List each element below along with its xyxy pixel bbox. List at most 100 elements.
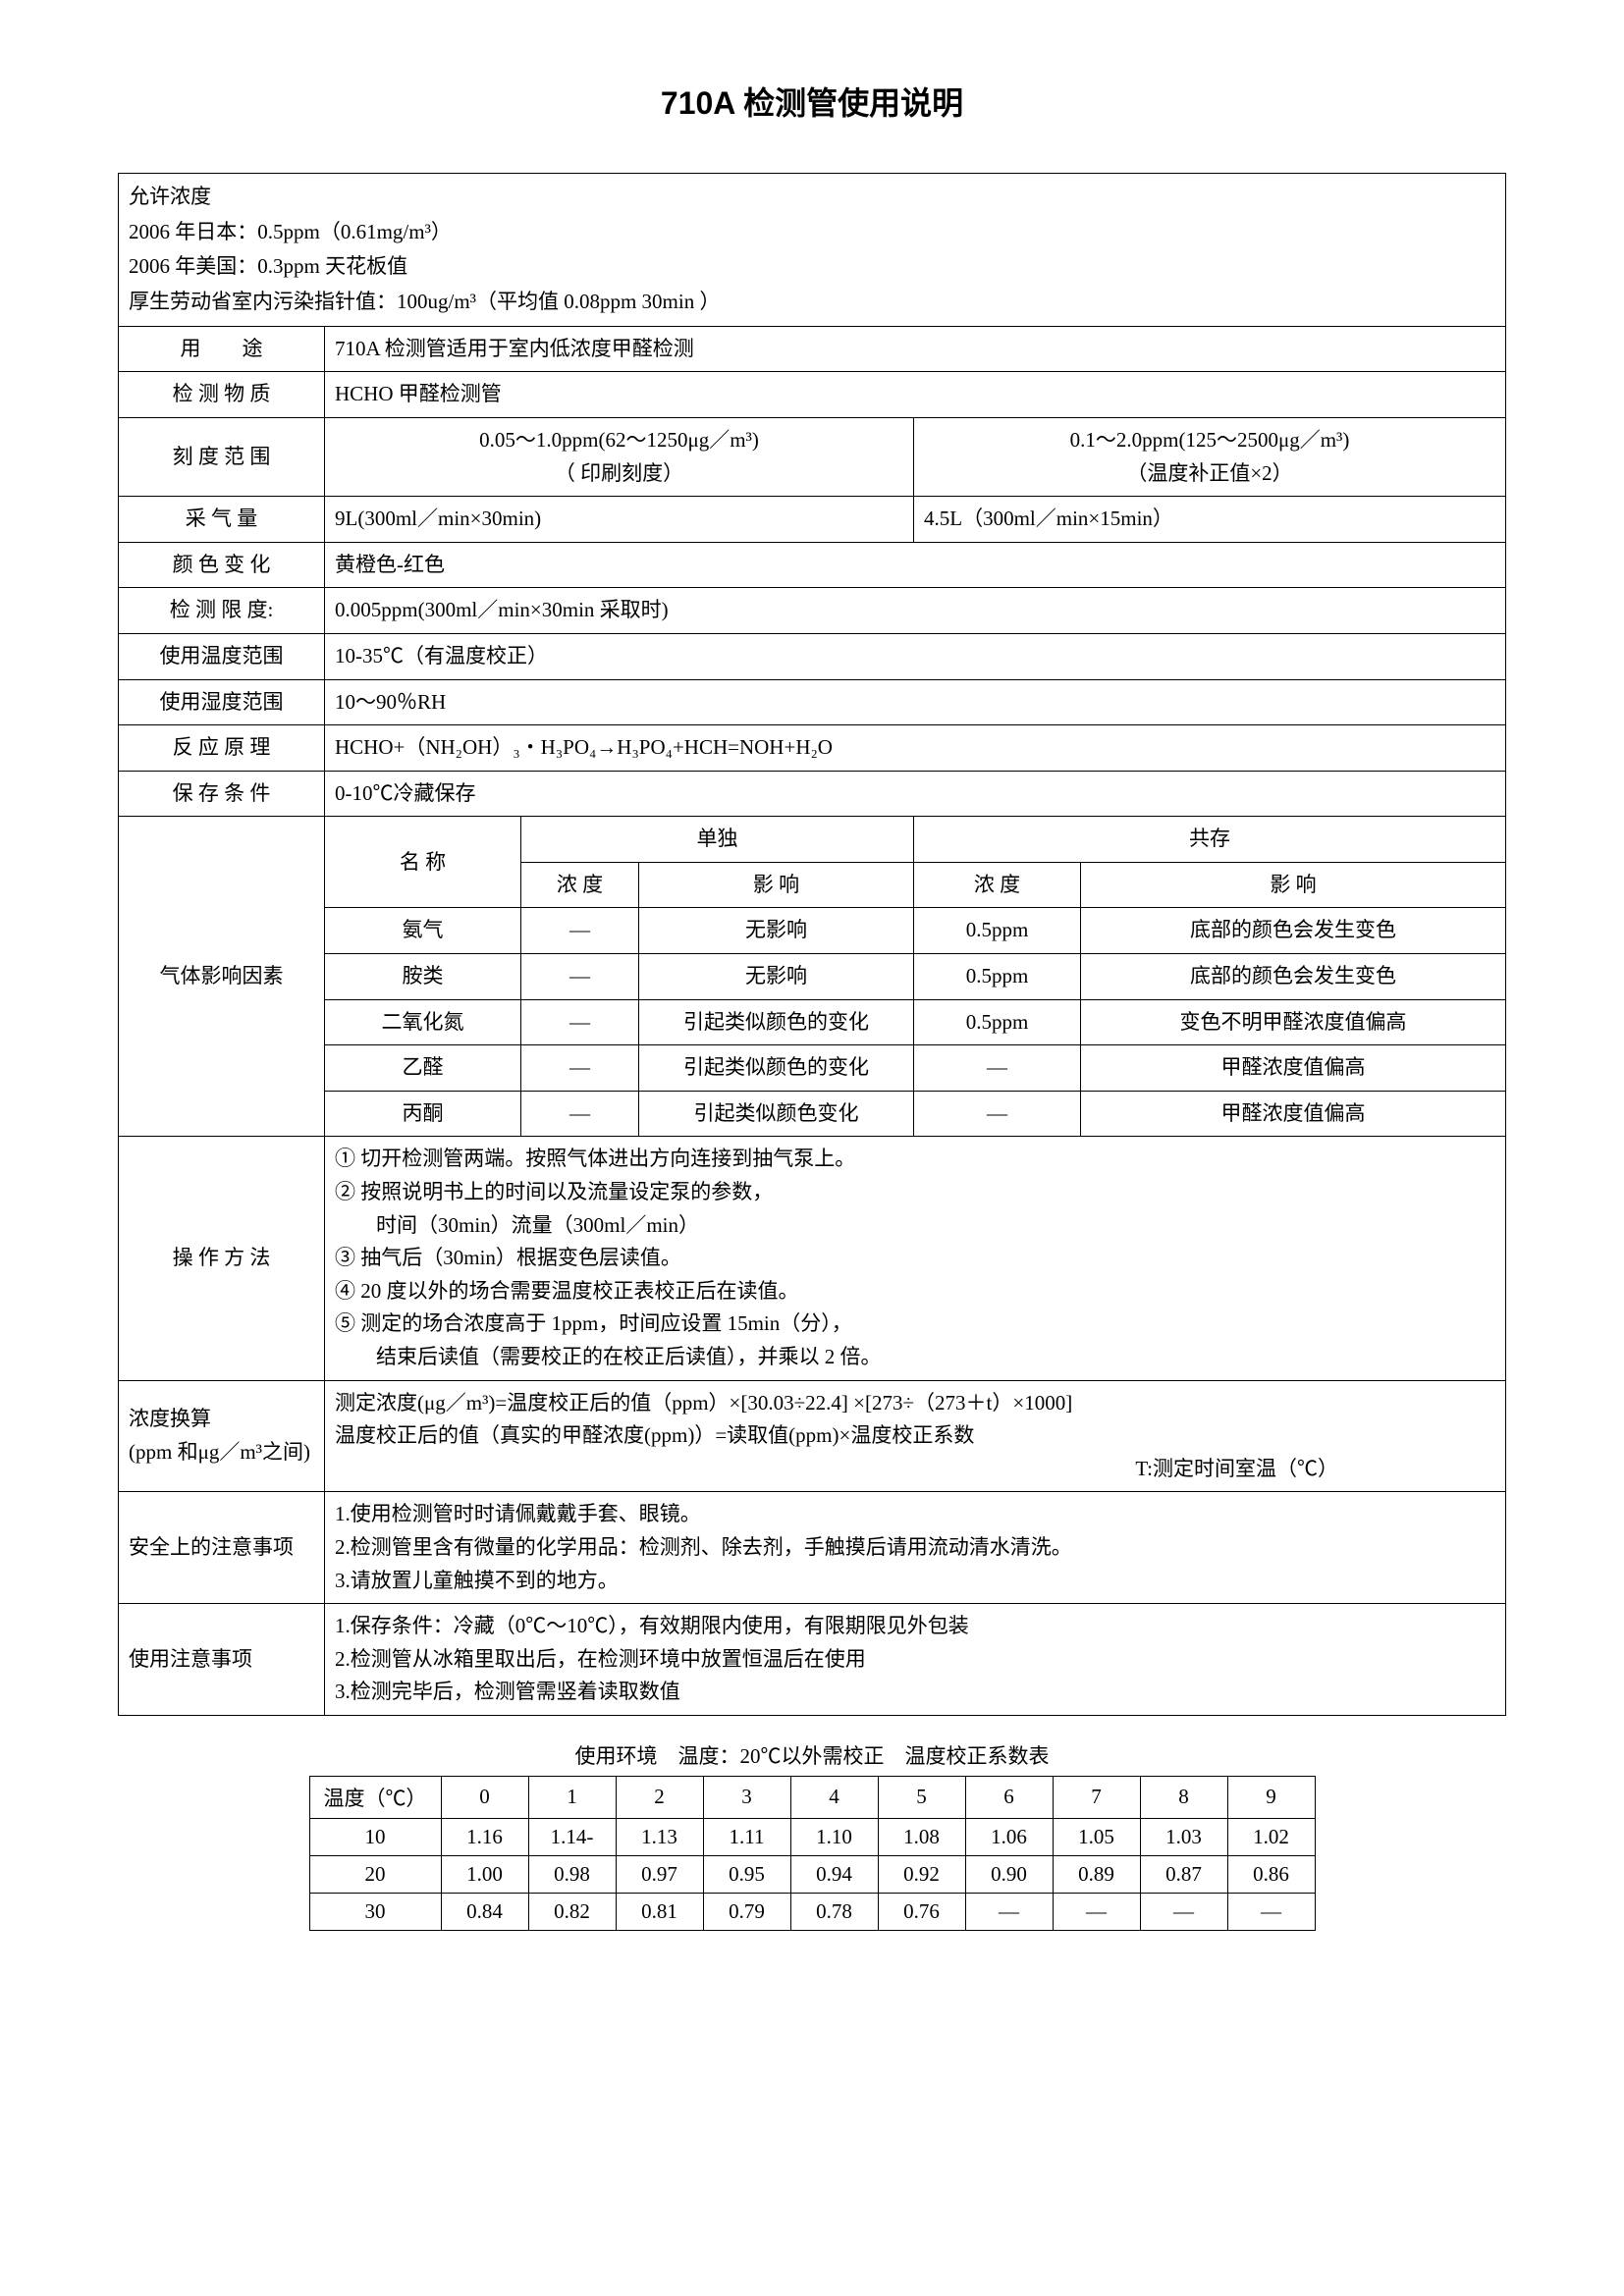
corr-cell: 0.92 — [878, 1855, 965, 1893]
value-range-b: 0.1～2.0ppm(125～2500μg／m³)（温度补正值×2） — [914, 417, 1506, 496]
gas-row: 氨气 — 无影响 0.5ppm 底部的颜色会发生变色 — [119, 908, 1506, 954]
corr-caption: 使用环境 温度：20℃以外需校正 温度校正系数表 — [118, 1740, 1506, 1770]
corr-row: 20 1.00 0.98 0.97 0.95 0.94 0.92 0.90 0.… — [309, 1855, 1315, 1893]
gas-cc: — — [914, 1045, 1081, 1092]
value-store: 0-10℃冷藏保存 — [325, 771, 1506, 817]
corr-row: 10 1.16 1.14- 1.13 1.11 1.10 1.08 1.06 1… — [309, 1818, 1315, 1855]
gas-se: 无影响 — [639, 908, 914, 954]
gas-name: 氨气 — [325, 908, 521, 954]
row-range: 刻 度 范 围 0.05～1.0ppm(62～1250μg／m³)（ 印刷刻度）… — [119, 417, 1506, 496]
row-sample: 采 气 量 9L(300ml／min×30min) 4.5L（300ml／min… — [119, 497, 1506, 543]
corr-cell: — — [1140, 1893, 1227, 1930]
gas-row: 丙酮 — 引起类似颜色变化 — 甲醛浓度值偏高 — [119, 1091, 1506, 1137]
value-use: 710A 检测管适用于室内低浓度甲醛检测 — [325, 326, 1506, 372]
corr-cell: 0.95 — [703, 1855, 790, 1893]
intro-block: 允许浓度 2006 年日本：0.5ppm（0.61mg/m³） 2006 年美国… — [118, 173, 1506, 326]
gas-ce: 甲醛浓度值偏高 — [1081, 1091, 1506, 1137]
gas-se: 无影响 — [639, 954, 914, 1000]
corr-h: 9 — [1227, 1776, 1315, 1818]
gas-h-effect-solo: 影 响 — [639, 862, 914, 908]
intro-line: 厚生劳动省室内污染指针值：100ug/m³（平均值 0.08ppm 30min … — [129, 285, 1495, 320]
correction-table: 温度（℃） 0 1 2 3 4 5 6 7 8 9 10 1.16 1.14- … — [309, 1776, 1316, 1931]
gas-cc: 0.5ppm — [914, 908, 1081, 954]
label-method: 操 作 方 法 — [119, 1137, 325, 1380]
corr-h: 2 — [616, 1776, 703, 1818]
corr-cell: 0.79 — [703, 1893, 790, 1930]
gas-name: 丙酮 — [325, 1091, 521, 1137]
label-safety: 安全上的注意事项 — [119, 1492, 325, 1604]
corr-cell: 0.84 — [441, 1893, 528, 1930]
corr-cell: 0.86 — [1227, 1855, 1315, 1893]
label-humid: 使用湿度范围 — [119, 679, 325, 725]
corr-cell: 1.02 — [1227, 1818, 1315, 1855]
gas-h-conc-co: 浓 度 — [914, 862, 1081, 908]
corr-cell: 1.08 — [878, 1818, 965, 1855]
corr-h: 6 — [965, 1776, 1053, 1818]
gas-sc: — — [521, 1091, 639, 1137]
gas-h-name: 名 称 — [325, 817, 521, 908]
corr-h: 1 — [528, 1776, 616, 1818]
label-sample: 采 气 量 — [119, 497, 325, 543]
value-substance: HCHO 甲醛检测管 — [325, 372, 1506, 418]
gas-se: 引起类似颜色的变化 — [639, 1045, 914, 1092]
value-humid: 10～90％RH — [325, 679, 1506, 725]
gas-cc: 0.5ppm — [914, 954, 1081, 1000]
corr-cell: 0.78 — [790, 1893, 878, 1930]
corr-cell: 1.11 — [703, 1818, 790, 1855]
gas-sc: — — [521, 999, 639, 1045]
gas-ce: 底部的颜色会发生变色 — [1081, 908, 1506, 954]
value-react: HCHO+（NH₂OH）₃・H₃PO₄→H₃PO₄+HCH=NOH+H₂O — [325, 725, 1506, 772]
page-title: 710A 检测管使用说明 — [118, 79, 1506, 124]
corr-cell: 20 — [309, 1855, 441, 1893]
gas-ce: 变色不明甲醛浓度值偏高 — [1081, 999, 1506, 1045]
gas-ce: 甲醛浓度值偏高 — [1081, 1045, 1506, 1092]
label-color: 颜 色 变 化 — [119, 542, 325, 588]
corr-cell: 1.06 — [965, 1818, 1053, 1855]
corr-cell: 0.94 — [790, 1855, 878, 1893]
row-use: 用 途 710A 检测管适用于室内低浓度甲醛检测 — [119, 326, 1506, 372]
value-conv: 测定浓度(μg／m³)=温度校正后的值（ppm）×[30.03÷22.4] ×[… — [325, 1380, 1506, 1492]
corr-cell: 0.97 — [616, 1855, 703, 1893]
value-range-a: 0.05～1.0ppm(62～1250μg／m³)（ 印刷刻度） — [325, 417, 914, 496]
corr-cell: 1.16 — [441, 1818, 528, 1855]
corr-cell: 1.03 — [1140, 1818, 1227, 1855]
label-conv: 浓度换算(ppm 和μg／m³之间) — [119, 1380, 325, 1492]
row-humid: 使用湿度范围 10～90％RH — [119, 679, 1506, 725]
value-method: ① 切开检测管两端。按照气体进出方向连接到抽气泵上。 ② 按照说明书上的时间以及… — [325, 1137, 1506, 1380]
gas-sc: — — [521, 954, 639, 1000]
intro-line: 允许浓度 — [129, 180, 1495, 215]
gas-row: 胺类 — 无影响 0.5ppm 底部的颜色会发生变色 — [119, 954, 1506, 1000]
gas-h-conc-solo: 浓 度 — [521, 862, 639, 908]
intro-line: 2006 年日本：0.5ppm（0.61mg/m³） — [129, 215, 1495, 250]
gas-se: 引起类似颜色的变化 — [639, 999, 914, 1045]
row-conv: 浓度换算(ppm 和μg／m³之间) 测定浓度(μg／m³)=温度校正后的值（p… — [119, 1380, 1506, 1492]
corr-cell: — — [1053, 1893, 1140, 1930]
corr-row: 30 0.84 0.82 0.81 0.79 0.78 0.76 — — — — — [309, 1893, 1315, 1930]
value-sample-b: 4.5L（300ml／min×15min） — [914, 497, 1506, 543]
row-safety: 安全上的注意事项 1.使用检测管时时请佩戴戴手套、眼镜。 2.检测管里含有微量的… — [119, 1492, 1506, 1604]
label-gas: 气体影响因素 — [119, 817, 325, 1137]
corr-h: 7 — [1053, 1776, 1140, 1818]
gas-name: 二氧化氮 — [325, 999, 521, 1045]
row-temp: 使用温度范围 10-35℃（有温度校正） — [119, 633, 1506, 679]
row-react: 反 应 原 理 HCHO+（NH₂OH）₃・H₃PO₄→H₃PO₄+HCH=NO… — [119, 725, 1506, 772]
gas-row: 乙醛 — 引起类似颜色的变化 — 甲醛浓度值偏高 — [119, 1045, 1506, 1092]
corr-cell: 0.82 — [528, 1893, 616, 1930]
gas-h-solo: 单独 — [521, 817, 914, 863]
gas-h-coexist: 共存 — [914, 817, 1506, 863]
value-temp: 10-35℃（有温度校正） — [325, 633, 1506, 679]
label-react: 反 应 原 理 — [119, 725, 325, 772]
gas-row: 二氧化氮 — 引起类似颜色的变化 0.5ppm 变色不明甲醛浓度值偏高 — [119, 999, 1506, 1045]
value-color: 黄橙色-红色 — [325, 542, 1506, 588]
corr-cell: 1.10 — [790, 1818, 878, 1855]
corr-cell: 10 — [309, 1818, 441, 1855]
row-substance: 检 测 物 质 HCHO 甲醛检测管 — [119, 372, 1506, 418]
corr-cell: 30 — [309, 1893, 441, 1930]
row-method: 操 作 方 法 ① 切开检测管两端。按照气体进出方向连接到抽气泵上。 ② 按照说… — [119, 1137, 1506, 1380]
value-safety: 1.使用检测管时时请佩戴戴手套、眼镜。 2.检测管里含有微量的化学用品：检测剂、… — [325, 1492, 1506, 1604]
gas-sc: — — [521, 908, 639, 954]
gas-cc: — — [914, 1091, 1081, 1137]
corr-cell: 0.90 — [965, 1855, 1053, 1893]
corr-h: 5 — [878, 1776, 965, 1818]
gas-sc: — — [521, 1045, 639, 1092]
